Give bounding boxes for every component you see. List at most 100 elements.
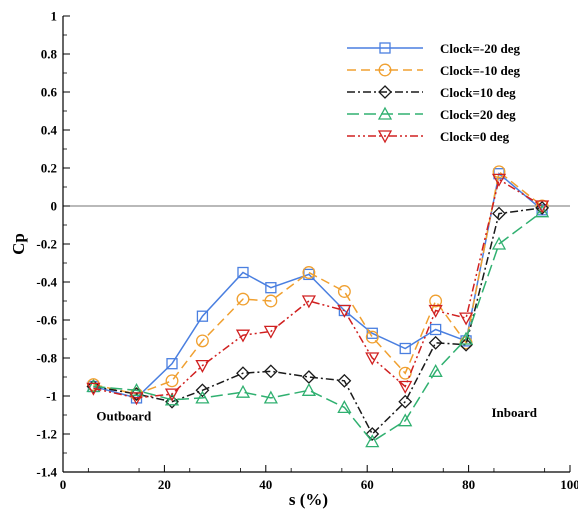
y-tick-label: 0.2 [41, 161, 57, 176]
data-point [237, 266, 249, 279]
data-point [195, 359, 210, 373]
x-axis-title: s (%) [289, 490, 328, 509]
legend-label: Clock=20 deg [440, 107, 516, 122]
data-point [535, 200, 550, 214]
legend-label: Clock=10 deg [440, 85, 516, 100]
series-4 [86, 204, 550, 448]
series-5 [86, 173, 550, 406]
legend-marker [378, 63, 392, 77]
data-point [164, 392, 180, 406]
legend-item-1: Clock=-20 deg [347, 41, 520, 56]
y-tick-label: -1 [46, 389, 57, 404]
data-point [337, 285, 351, 298]
x-tick-label: 60 [361, 477, 374, 492]
data-point [264, 294, 278, 308]
data-point [429, 323, 442, 336]
data-point [165, 374, 179, 388]
data-point [265, 282, 277, 294]
data-point [398, 366, 412, 380]
data-point [491, 173, 507, 187]
legend-item-3: Clock=10 deg [347, 85, 516, 100]
series-line-3 [93, 207, 543, 436]
data-point [235, 329, 251, 343]
x-tick-label: 80 [462, 477, 475, 492]
x-tick-label: 20 [158, 477, 171, 492]
data-point [459, 337, 473, 352]
data-point [398, 394, 413, 409]
data-point [365, 427, 380, 441]
data-point [196, 310, 209, 322]
y-tick-label: 0.8 [41, 47, 58, 62]
data-point [492, 206, 506, 221]
legend-marker [379, 42, 391, 54]
data-point [195, 390, 210, 404]
data-point [129, 382, 144, 396]
data-point [337, 304, 352, 318]
data-point [491, 236, 507, 250]
data-point [236, 292, 250, 306]
annotation-inboard: Inboard [491, 405, 537, 420]
data-point [337, 373, 352, 388]
data-point [428, 335, 443, 350]
x-tick-label: 40 [259, 477, 272, 492]
y-tick-label: 0 [51, 199, 58, 214]
data-point [263, 325, 278, 339]
data-point [164, 388, 180, 402]
legend-marker [377, 106, 393, 120]
data-point [535, 204, 550, 218]
series-line-2 [93, 170, 543, 395]
y-axis-title: Cp [9, 233, 28, 255]
data-point [337, 400, 352, 414]
series-line-4 [93, 211, 543, 443]
y-tick-label: 0.6 [41, 85, 58, 100]
x-tick-label: 100 [560, 477, 578, 492]
data-point [458, 312, 474, 326]
y-tick-label: 1 [51, 9, 58, 24]
data-point [195, 383, 210, 398]
legend-marker [378, 85, 392, 99]
x-tick-label: 0 [60, 477, 67, 492]
series-line-5 [93, 178, 543, 399]
data-point [263, 364, 278, 379]
data-point [195, 334, 209, 348]
legend-marker [377, 130, 393, 144]
legend-item-2: Clock=-10 deg [347, 63, 520, 78]
data-point [398, 380, 413, 394]
series-3 [86, 200, 550, 441]
y-tick-label: -1.2 [36, 427, 57, 442]
legend-item-5: Clock=0 deg [347, 129, 510, 144]
data-point [428, 304, 443, 318]
data-point [399, 342, 411, 355]
data-point [458, 331, 474, 345]
data-point [166, 358, 178, 370]
data-point [236, 366, 250, 381]
data-point [165, 394, 179, 409]
data-point [301, 295, 316, 309]
y-tick-label: -0.6 [36, 313, 57, 328]
legend-label: Clock=-10 deg [440, 63, 520, 78]
data-point [86, 379, 101, 394]
legend-label: Clock=-20 deg [440, 41, 520, 56]
y-tick-label: -1.4 [36, 465, 57, 480]
data-point [301, 382, 316, 396]
data-point [429, 294, 443, 308]
y-tick-label: -0.8 [36, 351, 57, 366]
y-tick-label: 0.4 [41, 123, 58, 138]
data-point [365, 330, 379, 344]
data-point [428, 363, 443, 377]
y-tick-label: -0.4 [36, 275, 57, 290]
annotation-outboard: Outboard [96, 409, 152, 424]
data-point [398, 413, 413, 427]
data-point [365, 434, 380, 448]
y-tick-label: -0.2 [36, 237, 57, 252]
data-point [129, 392, 144, 406]
data-point [492, 165, 506, 179]
data-point [86, 379, 101, 393]
data-point [235, 384, 251, 398]
data-point [86, 382, 101, 396]
data-point [365, 352, 380, 366]
series-1 [87, 168, 548, 404]
data-point [302, 266, 316, 279]
legend-label: Clock=0 deg [440, 129, 510, 144]
